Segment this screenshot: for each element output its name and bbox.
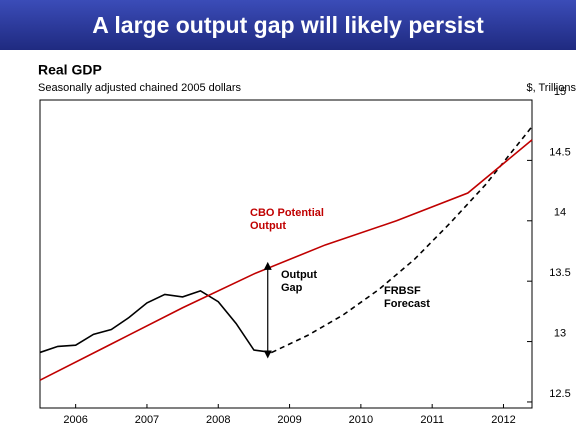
annotation: Gap	[281, 282, 303, 294]
y-tick-label: 13	[554, 327, 566, 339]
line-series	[39, 139, 533, 381]
x-tick-label: 2010	[349, 414, 373, 426]
x-tick-label: 2012	[491, 414, 515, 426]
y-tick-label: 15	[554, 86, 566, 98]
annotation: Output	[281, 269, 317, 281]
arrow-head	[263, 261, 272, 270]
x-tick-label: 2007	[135, 414, 159, 426]
header-band	[0, 0, 576, 50]
arrow-head	[263, 350, 272, 359]
y-axis-label: $, Trillions	[526, 82, 576, 94]
annotation: FRBSF	[384, 285, 421, 297]
line-series	[39, 289, 272, 354]
chart-title: A large output gap will likely persist	[92, 12, 484, 38]
y-tick-label: 14	[554, 207, 566, 219]
annotation: Forecast	[384, 298, 430, 310]
y-tick-label: 12.5	[549, 388, 570, 400]
chart-subtitle: Real GDP	[38, 62, 102, 78]
note: Seasonally adjusted chained 2005 dollars	[38, 82, 242, 94]
line-series	[271, 126, 533, 354]
x-tick-label: 2006	[63, 414, 87, 426]
plot-frame	[39, 99, 533, 409]
x-tick-label: 2011	[420, 414, 444, 426]
y-tick-label: 13.5	[549, 267, 570, 279]
x-tick-label: 2009	[277, 414, 301, 426]
annotation: CBO Potential	[250, 207, 324, 219]
y-tick-label: 14.5	[549, 146, 570, 158]
annotation: Output	[250, 220, 286, 232]
x-tick-label: 2008	[206, 414, 230, 426]
